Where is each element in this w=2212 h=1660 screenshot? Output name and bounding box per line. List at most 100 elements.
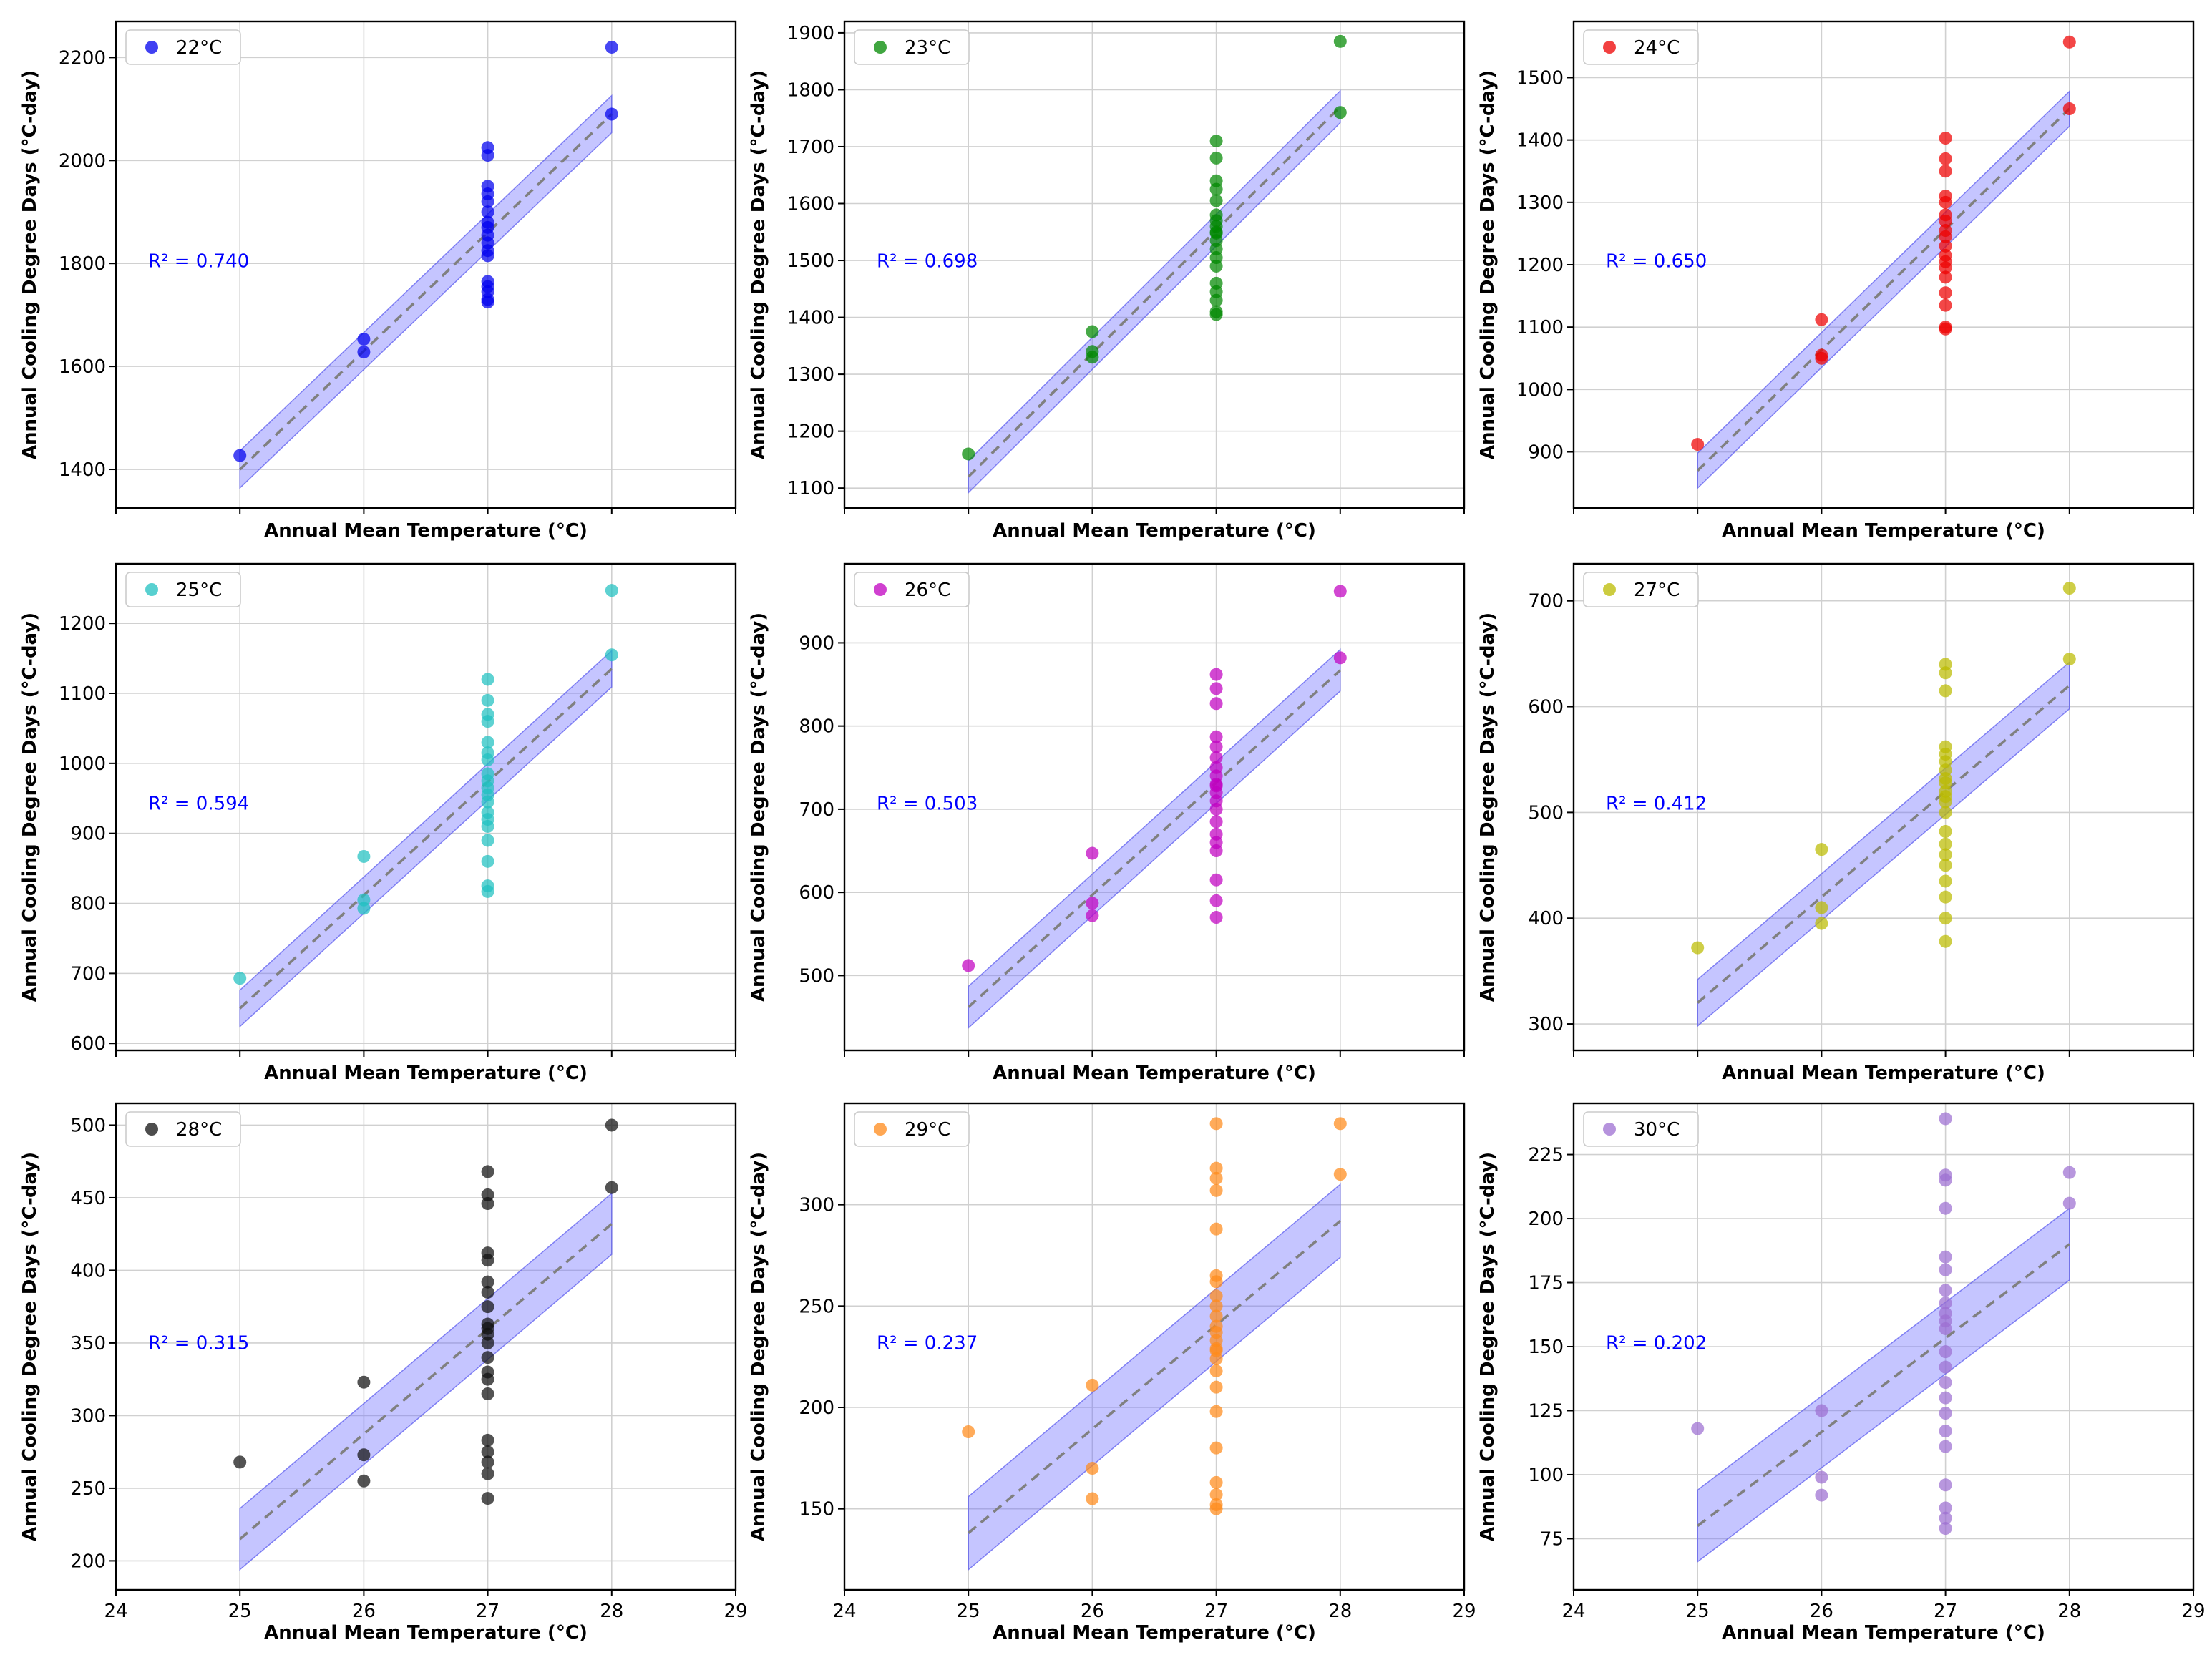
data-point [481, 819, 494, 833]
data-point [1209, 135, 1223, 148]
x-tick-label: 27 [476, 1601, 500, 1622]
data-point [481, 673, 494, 686]
data-point [1939, 1345, 1952, 1359]
data-point [1939, 684, 1952, 698]
legend-box [854, 572, 970, 607]
data-point [1209, 668, 1223, 681]
data-point [1333, 585, 1347, 598]
y-tick-label: 900 [70, 824, 106, 845]
y-tick-label: 1900 [787, 23, 834, 44]
y-tick-label: 1600 [787, 194, 834, 215]
data-point [481, 195, 494, 208]
regression-line [968, 1219, 1341, 1535]
data-point [481, 693, 494, 707]
y-axis-title: Annual Cooling Degree Days (°C-day) [1477, 612, 1499, 1002]
data-point [1333, 651, 1347, 665]
x-axis-title: Annual Mean Temperature (°C) [264, 1063, 588, 1084]
y-tick-label: 125 [1528, 1400, 1564, 1422]
axes-frame [1572, 562, 2195, 1052]
data-point [1209, 1441, 1223, 1455]
data-point [1939, 776, 1952, 789]
y-tick-label: 300 [1528, 1014, 1564, 1035]
data-point [1209, 1183, 1223, 1197]
y-tick-label: 1000 [59, 753, 106, 775]
subplot-26°C: 500 600 700 800 900 Annual Mean Temperature (… [748, 562, 1466, 1084]
y-tick-label: 1100 [787, 478, 834, 499]
legend-box [125, 1111, 241, 1147]
data-point [357, 1474, 371, 1488]
data-point [1209, 1344, 1223, 1357]
data-point [1086, 1378, 1099, 1392]
x-tick-label: 29 [723, 1601, 747, 1622]
y-tick-label: 700 [799, 799, 834, 821]
data-point [1209, 1364, 1223, 1377]
data-point [1939, 1440, 1952, 1453]
y-tick-label: 150 [1528, 1337, 1564, 1358]
data-point [1939, 1522, 1952, 1536]
data-point [481, 715, 494, 728]
data-point [2062, 102, 2076, 116]
data-point [1939, 261, 1952, 275]
y-axis-title: Annual Cooling Degree Days (°C-day) [19, 612, 41, 1002]
x-tick-label: 26 [1810, 1601, 1833, 1622]
y-tick-label: 400 [70, 1260, 106, 1281]
data-point [1939, 859, 1952, 872]
axes-frame [115, 20, 737, 509]
y-axis-title: Annual Cooling Degree Days (°C-day) [1477, 1152, 1499, 1541]
x-axis-title: Annual Mean Temperature (°C) [1722, 520, 2045, 542]
x-tick-label: 28 [600, 1601, 623, 1622]
data-point [481, 1322, 494, 1335]
y-tick-label: 200 [1528, 1209, 1564, 1230]
data-point [481, 1387, 494, 1400]
legend-label: 26°C [905, 580, 950, 601]
data-point [1939, 912, 1952, 925]
x-tick-label: 29 [2181, 1601, 2205, 1622]
legend-marker [145, 41, 158, 54]
data-point [1209, 194, 1223, 208]
data-point [1939, 270, 1952, 284]
y-tick-label: 200 [70, 1551, 106, 1572]
data-point [605, 40, 618, 54]
legend-box [1583, 1111, 1699, 1147]
y-tick-label: 800 [70, 894, 106, 915]
data-point [481, 1300, 494, 1314]
y-tick-label: 300 [799, 1195, 834, 1216]
data-point [1209, 682, 1223, 695]
x-axis-title: Annual Mean Temperature (°C) [993, 1063, 1316, 1084]
data-point [481, 1455, 494, 1469]
data-point [1209, 1171, 1223, 1185]
data-point [1209, 1275, 1223, 1289]
subplot-25°C: 600 700 800 900 1000 1100 1200 Annual Mean Temp… [19, 562, 737, 1084]
y-tick-label: 2000 [59, 150, 106, 172]
data-point [1939, 1391, 1952, 1405]
legend-label: 22°C [176, 37, 222, 59]
r-squared-label: R² = 0.698 [877, 250, 978, 272]
y-tick-label: 1700 [787, 137, 834, 158]
r-squared-label: R² = 0.503 [877, 793, 978, 814]
data-point [1086, 351, 1099, 364]
data-point [481, 1492, 494, 1505]
r-squared-label: R² = 0.650 [1606, 250, 1707, 272]
legend-box [854, 29, 970, 65]
y-tick-label: 1400 [59, 459, 106, 481]
y-tick-label: 250 [799, 1296, 834, 1317]
data-point [1815, 1404, 1828, 1417]
data-point [1086, 1492, 1099, 1505]
data-point [481, 854, 494, 868]
y-tick-label: 500 [1528, 802, 1564, 824]
y-axis-title: Annual Cooling Degree Days (°C-day) [748, 1152, 769, 1541]
y-tick-label: 2200 [59, 47, 106, 69]
data-point [233, 1455, 247, 1469]
y-tick-label: 1400 [787, 308, 834, 329]
y-axis-title: Annual Cooling Degree Days (°C-day) [748, 612, 769, 1002]
data-point [605, 584, 618, 597]
data-point [481, 1433, 494, 1447]
data-point [1939, 214, 1952, 228]
data-point [605, 107, 618, 121]
y-tick-label: 75 [1540, 1528, 1564, 1550]
data-point [1209, 1161, 1223, 1175]
x-tick-label: 28 [2057, 1601, 2081, 1622]
confidence-band [1697, 660, 2070, 1027]
y-tick-label: 1800 [787, 79, 834, 101]
